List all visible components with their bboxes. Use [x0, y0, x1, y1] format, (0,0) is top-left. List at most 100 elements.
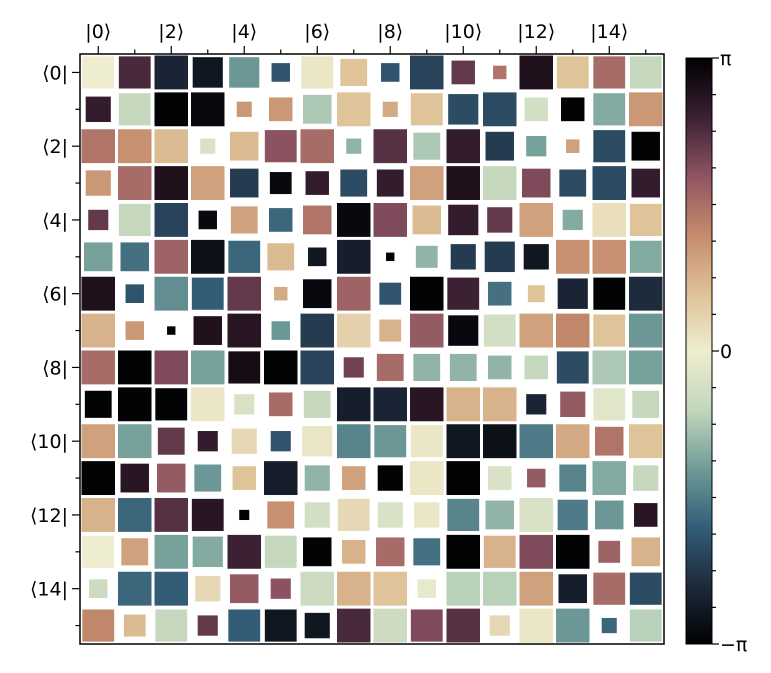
cell-r5-c1 [120, 242, 149, 272]
cell-r1-c8 [382, 101, 398, 117]
cell-r13-c6 [303, 537, 332, 567]
cell-r8-c0 [81, 350, 115, 385]
cell-r7-c2 [167, 326, 176, 335]
cell-r1-c5 [269, 97, 293, 122]
cell-r7-c9 [410, 313, 444, 348]
cell-r1-c7 [337, 92, 371, 127]
x-tick-label-1: |2⟩ [158, 21, 184, 43]
cell-r15-c8 [373, 608, 407, 643]
cell-r14-c8 [373, 571, 407, 606]
cell-r11-c3 [194, 464, 222, 492]
cell-r0-c3 [192, 57, 223, 88]
cell-r5-c2 [154, 239, 188, 274]
x-tick-label-4: |8⟩ [377, 21, 403, 43]
x-tick-label-0: |0⟩ [85, 21, 111, 43]
cell-r1-c11 [483, 92, 517, 127]
cell-r3-c11 [483, 166, 517, 201]
cell-layer [81, 55, 663, 643]
cell-r1-c0 [85, 96, 111, 123]
y-tick-label-0: ⟨0| [42, 62, 68, 84]
cell-r6-c8 [379, 282, 402, 305]
cell-r2-c9 [413, 132, 441, 160]
cell-r3-c3 [191, 166, 225, 201]
cell-r14-c9 [417, 579, 436, 598]
y-tick-label-6: ⟨12| [30, 505, 68, 527]
cell-r6-c6 [303, 279, 332, 309]
cell-r0-c2 [154, 55, 188, 90]
cell-r6-c12 [527, 285, 545, 303]
cell-r4-c2 [154, 203, 188, 237]
cell-r3-c0 [85, 170, 111, 196]
cell-r5-c14 [592, 239, 626, 274]
cell-r5-c7 [337, 239, 371, 274]
cell-r1-c4 [236, 101, 252, 117]
cell-r13-c1 [121, 538, 149, 566]
cell-r8-c10 [449, 353, 477, 381]
cell-r15-c5 [264, 609, 297, 642]
cell-r11-c5 [264, 461, 298, 496]
cell-r4-c3 [198, 210, 217, 230]
cell-r9-c15 [632, 390, 660, 418]
cell-r9-c1 [118, 387, 152, 422]
cell-r11-c13 [559, 464, 587, 492]
x-tick-label-6: |12⟩ [517, 21, 555, 43]
cell-r9-c7 [337, 387, 371, 422]
cell-r4-c13 [562, 209, 583, 231]
cell-r6-c13 [557, 278, 588, 309]
cell-r15-c12 [519, 608, 553, 643]
cell-r2-c0 [81, 129, 115, 164]
cell-r15-c9 [410, 609, 443, 642]
cell-r8-c4 [228, 351, 261, 384]
cell-r14-c12 [519, 571, 553, 606]
colorbar-label-2: π [720, 48, 731, 70]
cell-r4-c9 [412, 205, 441, 235]
cell-r3-c15 [631, 168, 660, 198]
cell-r11-c15 [633, 465, 659, 491]
cell-r7-c4 [227, 313, 261, 348]
cell-r15-c15 [629, 609, 662, 642]
cell-r5-c10 [450, 244, 476, 270]
cell-r12-c1 [118, 498, 152, 532]
cell-r12-c13 [557, 499, 588, 531]
cell-r0-c11 [493, 65, 507, 80]
cell-r6-c9 [410, 276, 444, 311]
cell-r8-c15 [629, 350, 663, 385]
cell-r12-c9 [414, 502, 440, 528]
cell-r13-c12 [519, 534, 553, 569]
cell-r0-c7 [340, 58, 368, 86]
cell-r7-c5 [271, 321, 290, 340]
cell-r2-c8 [373, 129, 407, 164]
cell-r7-c3 [193, 316, 222, 345]
cell-r11-c9 [410, 461, 444, 496]
cell-r1-c2 [154, 92, 188, 127]
cell-r5-c8 [386, 252, 395, 262]
cell-r10-c1 [118, 424, 152, 459]
cell-r1-c9 [410, 93, 443, 126]
cell-r15-c4 [228, 609, 261, 642]
cell-r11-c4 [232, 466, 256, 490]
cell-r10-c7 [337, 424, 371, 459]
x-tick-label-7: |14⟩ [590, 21, 628, 43]
cell-r7-c15 [629, 313, 663, 348]
cell-r4-c6 [303, 205, 332, 235]
cell-r13-c3 [192, 536, 223, 568]
cell-r10-c5 [270, 431, 291, 452]
cell-r10-c4 [231, 428, 257, 454]
cell-r12-c0 [81, 498, 115, 532]
cell-r4-c5 [269, 208, 293, 232]
cell-r14-c11 [483, 571, 517, 606]
colorbar [685, 57, 713, 645]
cell-r12-c7 [337, 498, 370, 532]
cell-r13-c4 [227, 534, 261, 569]
cell-r15-c13 [556, 608, 590, 643]
x-tick-label-5: |10⟩ [444, 21, 482, 43]
cell-r6-c15 [629, 276, 663, 311]
cell-r10-c13 [556, 424, 590, 459]
cell-r10-c6 [302, 425, 333, 457]
cell-r0-c10 [451, 60, 475, 85]
cell-r12-c6 [304, 502, 330, 528]
cell-r0-c0 [82, 56, 115, 89]
cell-r3-c14 [592, 166, 626, 201]
cell-r10-c15 [629, 424, 663, 459]
cell-r12-c2 [154, 498, 188, 532]
